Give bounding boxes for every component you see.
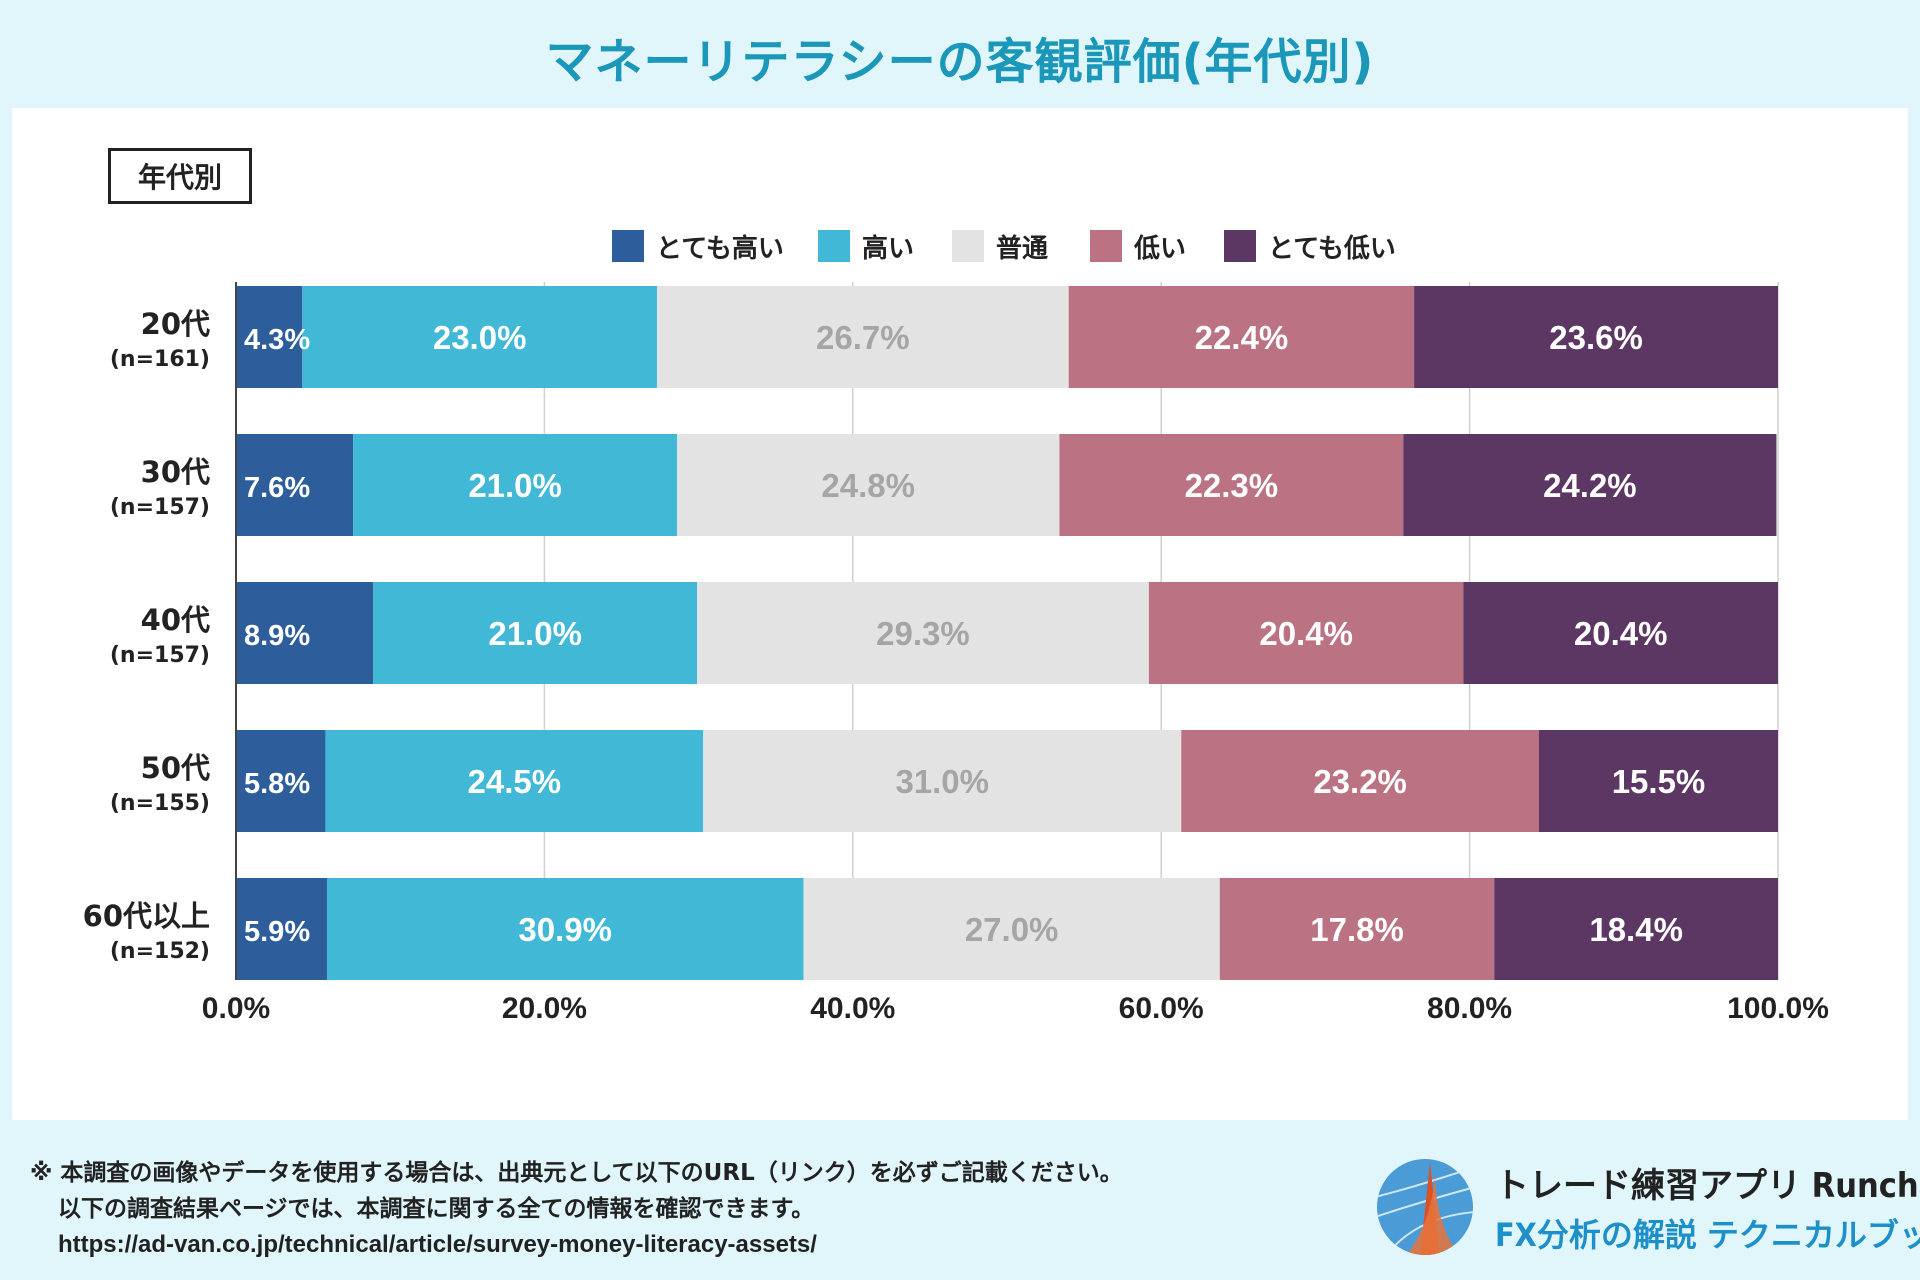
data-label: 29.3% <box>876 615 970 652</box>
legend-label: 普通 <box>996 233 1048 264</box>
sample-size-label: (n=157) <box>110 643 210 668</box>
data-label: 27.0% <box>965 911 1059 948</box>
category-label: 20代 <box>141 307 210 341</box>
bar-segment <box>1494 878 1778 980</box>
bar-segment <box>325 730 704 832</box>
legend-swatch <box>818 230 850 262</box>
data-label: 23.0% <box>433 319 527 356</box>
sample-size-label: (n=152) <box>110 939 210 964</box>
bar-segment <box>677 434 1060 536</box>
category-label: 60代以上 <box>83 899 210 933</box>
sample-size-label: (n=155) <box>110 791 210 816</box>
data-labels: 4.3% 23.0% 26.7% 22.4% 23.6% 7.6% 21.0% 24.8% 22… <box>244 319 1705 948</box>
stacked-bar-chart: とても高い 高い 普通 低い とても低い 4.3% 23.0% 26.7% 22.4% 23.6… <box>83 230 1829 1025</box>
x-tick-label: 60.0% <box>1119 992 1204 1025</box>
data-label: 5.8% <box>244 768 310 800</box>
x-tick-label: 20.0% <box>502 992 587 1025</box>
bar-segment <box>353 434 678 536</box>
bar-segment <box>1219 878 1495 980</box>
bars <box>236 286 1778 980</box>
bar-segment <box>1403 434 1777 536</box>
x-tick-label: 0.0% <box>202 992 270 1025</box>
data-label: 24.8% <box>821 467 915 504</box>
bar-segment <box>236 434 354 536</box>
source-url[interactable]: https://ad-van.co.jp/technical/article/s… <box>58 1231 817 1258</box>
bar-segment <box>326 878 804 980</box>
legend-swatch <box>952 230 984 262</box>
data-label: 4.3% <box>244 324 310 356</box>
data-label: 7.6% <box>244 472 310 504</box>
sample-size-label: (n=157) <box>110 495 210 520</box>
bar-segment <box>236 730 326 832</box>
data-label: 21.0% <box>488 615 582 652</box>
data-label: 22.4% <box>1195 319 1289 356</box>
data-label: 23.6% <box>1549 319 1643 356</box>
legend: とても高い 高い 普通 低い とても低い <box>612 230 1396 264</box>
x-tick-label: 100.0% <box>1727 992 1829 1025</box>
bar-segment <box>1181 730 1539 832</box>
brand-subtitle: FX分析の解説 テクニカルブック <box>1495 1216 1920 1254</box>
bar-segment <box>1148 582 1464 684</box>
bar-segment <box>1059 434 1404 536</box>
legend-label: 低い <box>1133 234 1186 264</box>
legend-swatch <box>1224 230 1256 262</box>
data-label: 30.9% <box>518 911 612 948</box>
legend-label: とても低い <box>1268 234 1396 264</box>
data-label: 5.9% <box>244 916 310 948</box>
usage-note: ※ 本調査の画像やデータを使用する場合は、出典元として以下のURL（リンク）を必… <box>30 1160 1123 1186</box>
bar-segment <box>803 878 1220 980</box>
bar-segment <box>656 286 1069 388</box>
data-label: 20.4% <box>1259 615 1353 652</box>
bar-segment <box>1463 582 1778 684</box>
bar-segment <box>236 582 374 684</box>
bar-segment <box>1068 286 1415 388</box>
data-label: 23.2% <box>1313 763 1407 800</box>
sample-size-label: (n=161) <box>110 347 210 372</box>
legend-label: 高い <box>862 233 914 264</box>
data-label: 24.5% <box>468 763 562 800</box>
data-label: 17.8% <box>1310 911 1404 948</box>
x-tick-label: 40.0% <box>810 992 895 1025</box>
category-label: 40代 <box>141 603 210 637</box>
data-label: 21.0% <box>468 467 562 504</box>
data-label: 24.2% <box>1543 467 1637 504</box>
legend-label: とても高い <box>656 233 784 264</box>
data-label: 20.4% <box>1574 615 1668 652</box>
bar-segment <box>697 582 1149 684</box>
data-label: 8.9% <box>244 620 310 652</box>
bar-segment <box>373 582 698 684</box>
data-label: 26.7% <box>816 319 910 356</box>
x-tick-label: 80.0% <box>1427 992 1512 1025</box>
bar-segment <box>1538 730 1778 832</box>
axes: 0.0% 20.0% 40.0% 60.0% 80.0% 100.0% 20代 (n=161)… <box>83 282 1829 1025</box>
footer-notes: ※ 本調査の画像やデータを使用する場合は、出典元として以下のURL（リンク）を必… <box>30 1155 1123 1263</box>
category-label: 50代 <box>141 751 210 785</box>
category-label: 30代 <box>141 455 210 489</box>
data-label: 22.3% <box>1185 467 1279 504</box>
bar-segment <box>1414 286 1778 388</box>
legend-swatch <box>1090 230 1122 262</box>
data-label: 15.5% <box>1612 763 1706 800</box>
legend-swatch <box>612 230 644 262</box>
bar-segment <box>236 286 303 388</box>
bar-segment <box>236 878 327 980</box>
info-note: 以下の調査結果ページでは、本調査に関する全ての情報を確認できます。 <box>58 1196 815 1222</box>
group-tag: 年代別 <box>108 148 252 204</box>
bar-segment <box>703 730 1182 832</box>
data-label: 18.4% <box>1589 911 1683 948</box>
bar-segment <box>302 286 657 388</box>
brand-name: トレード練習アプリ Runcha <box>1495 1166 1920 1206</box>
page-title: マネーリテラシーの客観評価(年代別) <box>545 34 1375 90</box>
runcha-logo-icon <box>1377 1159 1473 1255</box>
data-label: 31.0% <box>895 763 989 800</box>
